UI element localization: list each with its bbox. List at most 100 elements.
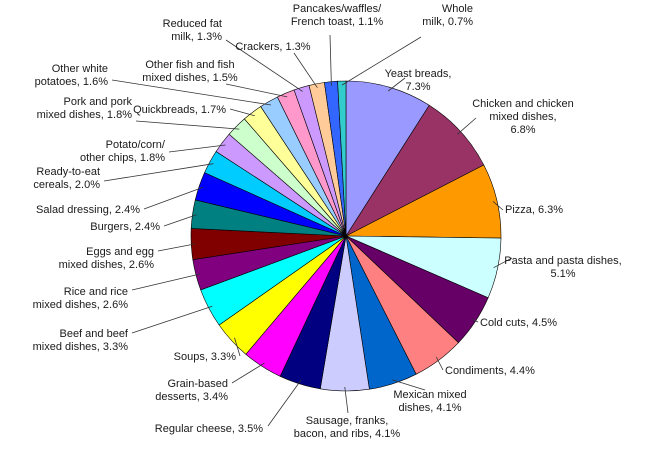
slice-label-line: mixed dishes, 2.6%	[59, 259, 155, 271]
slice-label-line: desserts, 3.4%	[155, 391, 228, 403]
slice-label-line: cereals, 2.0%	[33, 179, 100, 191]
leader-line	[234, 337, 241, 357]
leader-line	[229, 108, 255, 117]
leader-line	[341, 36, 422, 86]
slice-label-line: bacon, and ribs, 4.1%	[294, 428, 401, 440]
slice-label: Yeast breads, 7.3%	[385, 68, 452, 93]
slice-label: Potato/corn/other chips, 1.8%	[80, 139, 166, 164]
slice-label-line: mixed dishes, 2.6%	[33, 299, 129, 311]
leader-line	[168, 144, 226, 153]
slice-label-line: Whole	[442, 3, 473, 15]
pie-slice	[345, 80, 430, 238]
slice-label-line: Pizza, 6.3%	[505, 204, 563, 216]
leader-line	[111, 79, 271, 106]
slice-label: Whole milk, 0.7%	[422, 3, 473, 28]
slice-label: Pasta and pasta dishes, 5.1%	[504, 255, 621, 280]
slice-label: Chicken and chicken mixed dishes, 6.8%	[472, 98, 574, 136]
slice-label-line: 6.8%	[510, 124, 535, 136]
slice-label-line: Eggs and egg	[86, 246, 154, 258]
slice-label-line: Potato/corn/	[106, 139, 166, 151]
slice-label-line: Soups, 3.3%	[174, 351, 237, 363]
leader-line	[103, 163, 214, 182]
leader-line	[344, 386, 349, 414]
leader-line	[157, 243, 196, 252]
slice-label: Quickbreads, 1.7%	[133, 104, 226, 116]
slice-label-line: Burgers, 2.4%	[90, 221, 160, 233]
slice-label: Regular cheese, 3.5%	[155, 423, 263, 435]
leader-line	[135, 120, 240, 130]
slice-label-line: Cold cuts, 4.5%	[480, 317, 557, 329]
leader-line	[267, 379, 302, 427]
slice-label: Rice and rice mixed dishes, 2.6%	[33, 286, 129, 311]
slice-label-line: Mexican mixed	[393, 389, 466, 401]
slice-label: Cold cuts, 4.5%	[480, 317, 557, 329]
slice-label-line: other chips, 1.8%	[80, 152, 165, 164]
slice-label-line: Pasta and pasta dishes,	[504, 255, 621, 267]
leader-line	[293, 52, 318, 88]
leader-line	[329, 34, 332, 86]
slice-label-line: milk, 0.7%	[422, 16, 473, 28]
slice-label-line: Quickbreads, 1.7%	[133, 104, 226, 116]
slice-labels: Yeast breads, 7.3%Chicken and chicken mixe…	[33, 3, 622, 440]
slice-label-line: Other white	[52, 63, 108, 75]
slice-label: Mexican mixed dishes, 4.1%	[393, 389, 466, 414]
slice-label: Reduced fat milk, 1.3%	[163, 18, 223, 43]
slice-label-line: Pancakes/waffles/	[293, 3, 382, 15]
slice-label-line: Crackers, 1.3%	[235, 41, 310, 53]
slice-label: Beef and beef mixed dishes, 3.3%	[33, 328, 129, 353]
pie-slice	[337, 80, 347, 237]
slice-label: Pork and pork mixed dishes, 1.8%	[37, 96, 133, 121]
slice-label-line: Chicken and chicken	[472, 98, 574, 110]
leader-line	[131, 305, 213, 334]
leader-line	[131, 273, 200, 291]
slice-label-line: Reduced fat	[163, 18, 222, 30]
slice-label: Eggs and egg mixed dishes, 2.6%	[59, 246, 155, 271]
slice-label-line: 7.3%	[405, 81, 430, 93]
slice-label-line: Grain-based	[167, 378, 228, 390]
slice-label-line: Regular cheese, 3.5%	[155, 423, 263, 435]
leader-line	[493, 257, 513, 269]
slice-label-line: mixed dishes,	[489, 111, 556, 123]
leader-line	[471, 318, 479, 323]
slice-label-line: mixed dishes, 3.3%	[33, 341, 129, 353]
slice-label-line: Salad dressing, 2.4%	[36, 204, 140, 216]
slice-label-line: Sausage, franks,	[306, 415, 389, 427]
leader-line	[225, 83, 288, 98]
slice-label: Pancakes/waffles/French toast, 1.1%	[291, 3, 384, 28]
slice-label-line: mixed dishes, 1.8%	[37, 109, 133, 121]
slice-label: Soups, 3.3%	[174, 351, 237, 363]
slice-label: Other white potatoes, 1.6%	[35, 63, 109, 88]
leader-line	[163, 214, 197, 227]
slice-label-line: Condiments, 4.4%	[445, 365, 535, 377]
leader-line	[387, 77, 406, 92]
slice-label-line: Beef and beef	[59, 328, 128, 340]
slice-label-line: 5.1%	[550, 268, 575, 280]
slice-label-line: French toast, 1.1%	[291, 16, 384, 28]
slice-label: Pizza, 6.3%	[505, 204, 563, 216]
leader-line	[231, 362, 265, 384]
slice-label-line: Rice and rice	[64, 286, 128, 298]
slice-label-line: Other fish and fish	[145, 59, 234, 71]
slice-label: Ready-to-eat cereals, 2.0%	[33, 166, 100, 191]
leader-line	[435, 356, 444, 371]
pie-slices	[190, 80, 502, 392]
leader-line	[143, 186, 204, 210]
slice-label-line: dishes, 4.1%	[399, 402, 462, 414]
slice-label: Crackers, 1.3%	[235, 41, 310, 53]
slice-label: Sausage, franks, bacon, and ribs, 4.1%	[294, 415, 401, 440]
leader-line	[392, 379, 426, 391]
slice-label-line: Ready-to-eat	[36, 166, 100, 178]
slice-label-line: milk, 1.3%	[171, 31, 222, 43]
slice-label: Salad dressing, 2.4%	[36, 204, 140, 216]
slice-label: Condiments, 4.4%	[445, 365, 535, 377]
leader-line	[492, 201, 504, 211]
slice-label-line: potatoes, 1.6%	[35, 76, 109, 88]
leader-line	[225, 39, 303, 92]
slice-label-line: mixed dishes, 1.5%	[142, 72, 238, 84]
leader-line	[457, 117, 477, 135]
slice-label: Other fish and fish mixed dishes, 1.5%	[142, 59, 238, 84]
slice-label-line: Yeast breads,	[385, 68, 452, 80]
label-leaders	[103, 34, 513, 427]
slice-label: Burgers, 2.4%	[90, 221, 160, 233]
